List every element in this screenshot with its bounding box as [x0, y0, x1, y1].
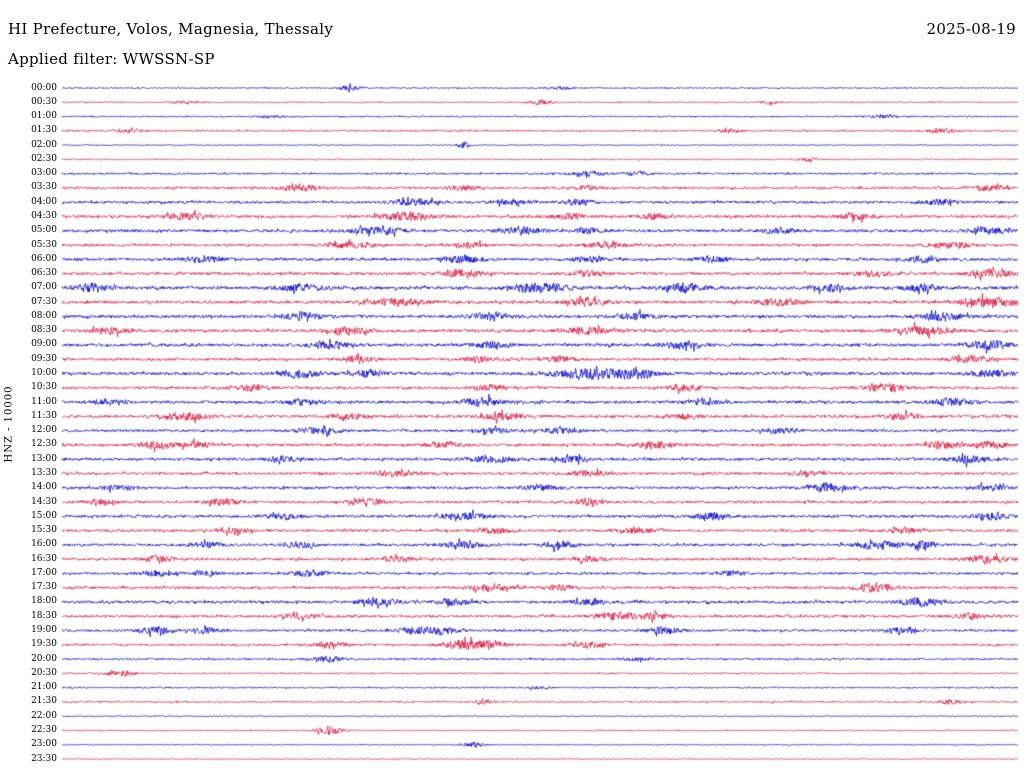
helicorder-page: HI Prefecture, Volos, Magnesia, Thessaly…	[0, 0, 1024, 780]
seismogram-canvas	[0, 0, 1024, 780]
